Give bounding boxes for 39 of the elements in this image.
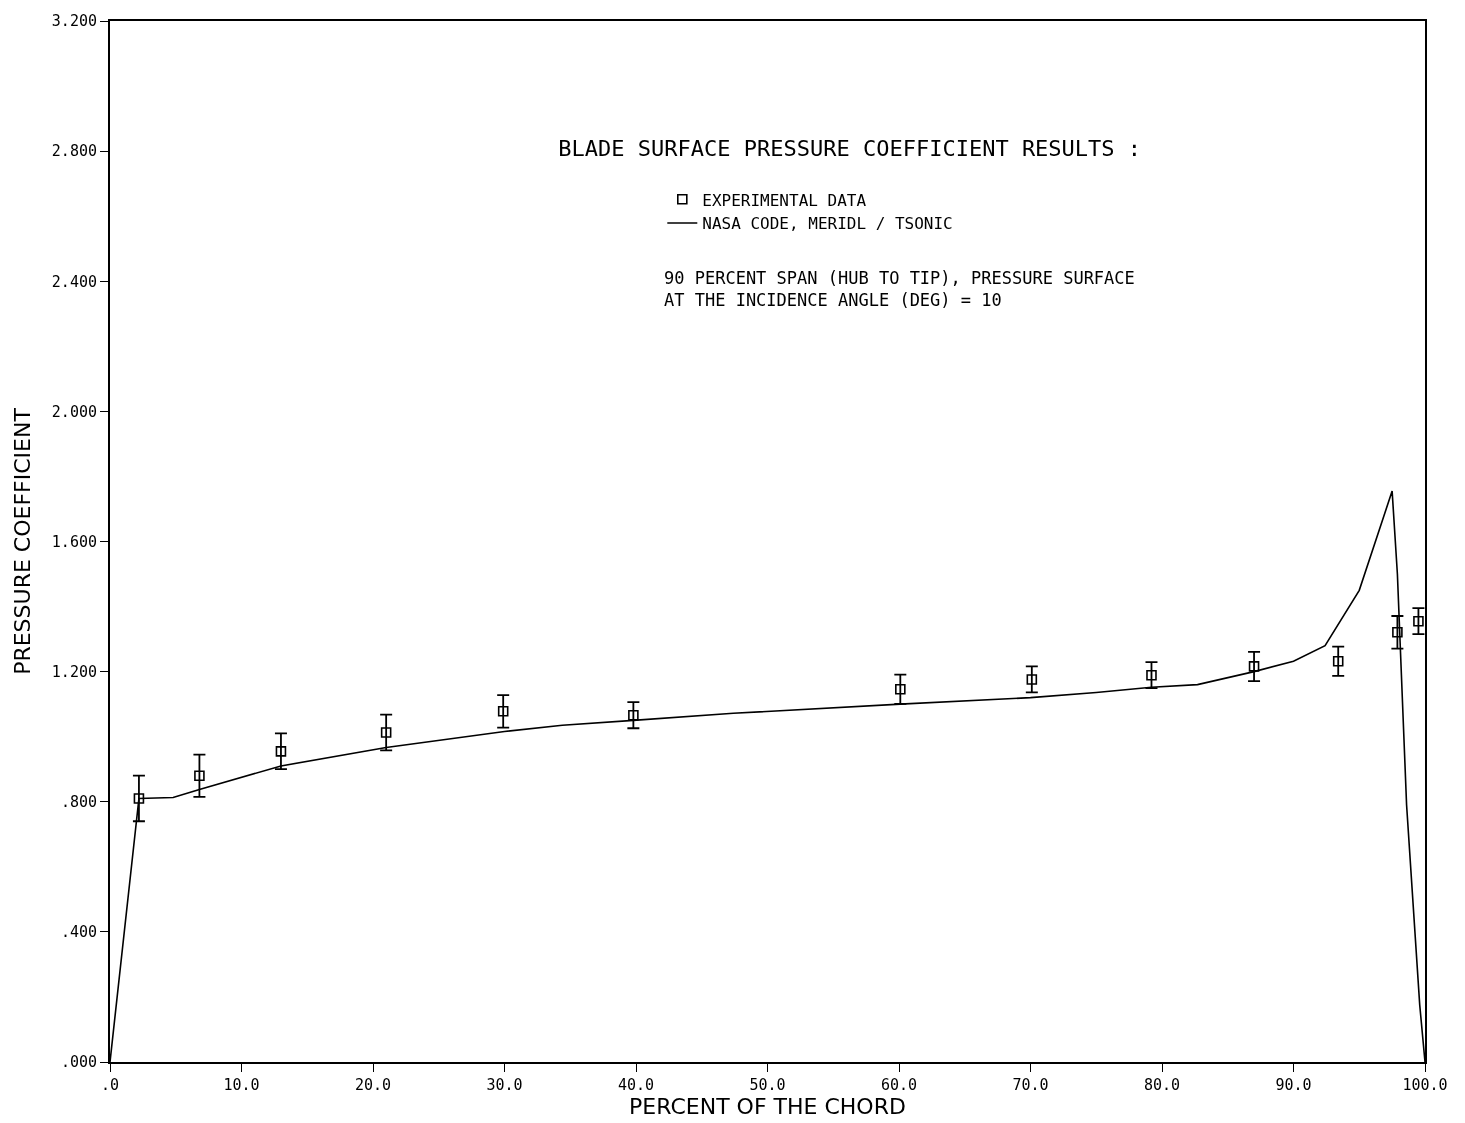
point [1146, 669, 1157, 681]
y-tick-label: 3.200 [51, 12, 97, 31]
x-tick-label: 90.0 [1275, 1076, 1312, 1094]
y-tick-label: 2.800 [51, 142, 97, 161]
point [380, 727, 392, 738]
point [1413, 615, 1424, 627]
point [497, 706, 509, 717]
point [275, 746, 287, 757]
y-tick-label: .400 [60, 923, 97, 942]
y-tick-label: 2.000 [51, 402, 97, 421]
x-tick-label: 40.0 [617, 1076, 655, 1094]
x-tick-label: 60.0 [880, 1076, 918, 1094]
point [1332, 655, 1344, 667]
legend-label: EXPERIMENTAL DATA [702, 190, 867, 210]
point [1026, 674, 1038, 685]
x-tick-label: 100.0 [1402, 1076, 1448, 1094]
x-tick-label: 80.0 [1143, 1076, 1181, 1094]
x-tick-label: 20.0 [354, 1076, 392, 1094]
point [628, 709, 639, 721]
point [133, 793, 145, 804]
y-tick-label: 2.400 [51, 272, 97, 291]
point [1248, 661, 1260, 672]
y-tick-label: 1.600 [51, 532, 97, 551]
y-tick-label: 1.200 [51, 662, 97, 681]
point [895, 683, 906, 695]
text: BLADE SURFACE PRESSURE COEFFICIENT RESULTS : [558, 135, 1142, 161]
point [1392, 626, 1403, 638]
legend-label: NASA CODE, MERIDL / TSONIC [702, 214, 953, 234]
y-axis-title: PRESSURE COEFFICIENT [10, 407, 36, 675]
y-tick-label: .000 [60, 1053, 97, 1072]
y-tick-label: .800 [60, 793, 97, 811]
x-tick-label: .0 [100, 1076, 120, 1094]
x-tick-label: 70.0 [1012, 1076, 1049, 1094]
x-axis-title: PERCENT OF THE CHORD [629, 1094, 906, 1119]
x-tick-label: 50.0 [749, 1076, 786, 1094]
x-tick-label: 10.0 [223, 1076, 260, 1094]
text: 90 PERCENT SPAN (HUB TO TIP), PRESSURE SURFACE AT THE INCIDENCE ANGLE (DEG) = 10 [664, 268, 1135, 311]
x-tick-label: 30.0 [486, 1076, 523, 1094]
point [194, 770, 205, 782]
